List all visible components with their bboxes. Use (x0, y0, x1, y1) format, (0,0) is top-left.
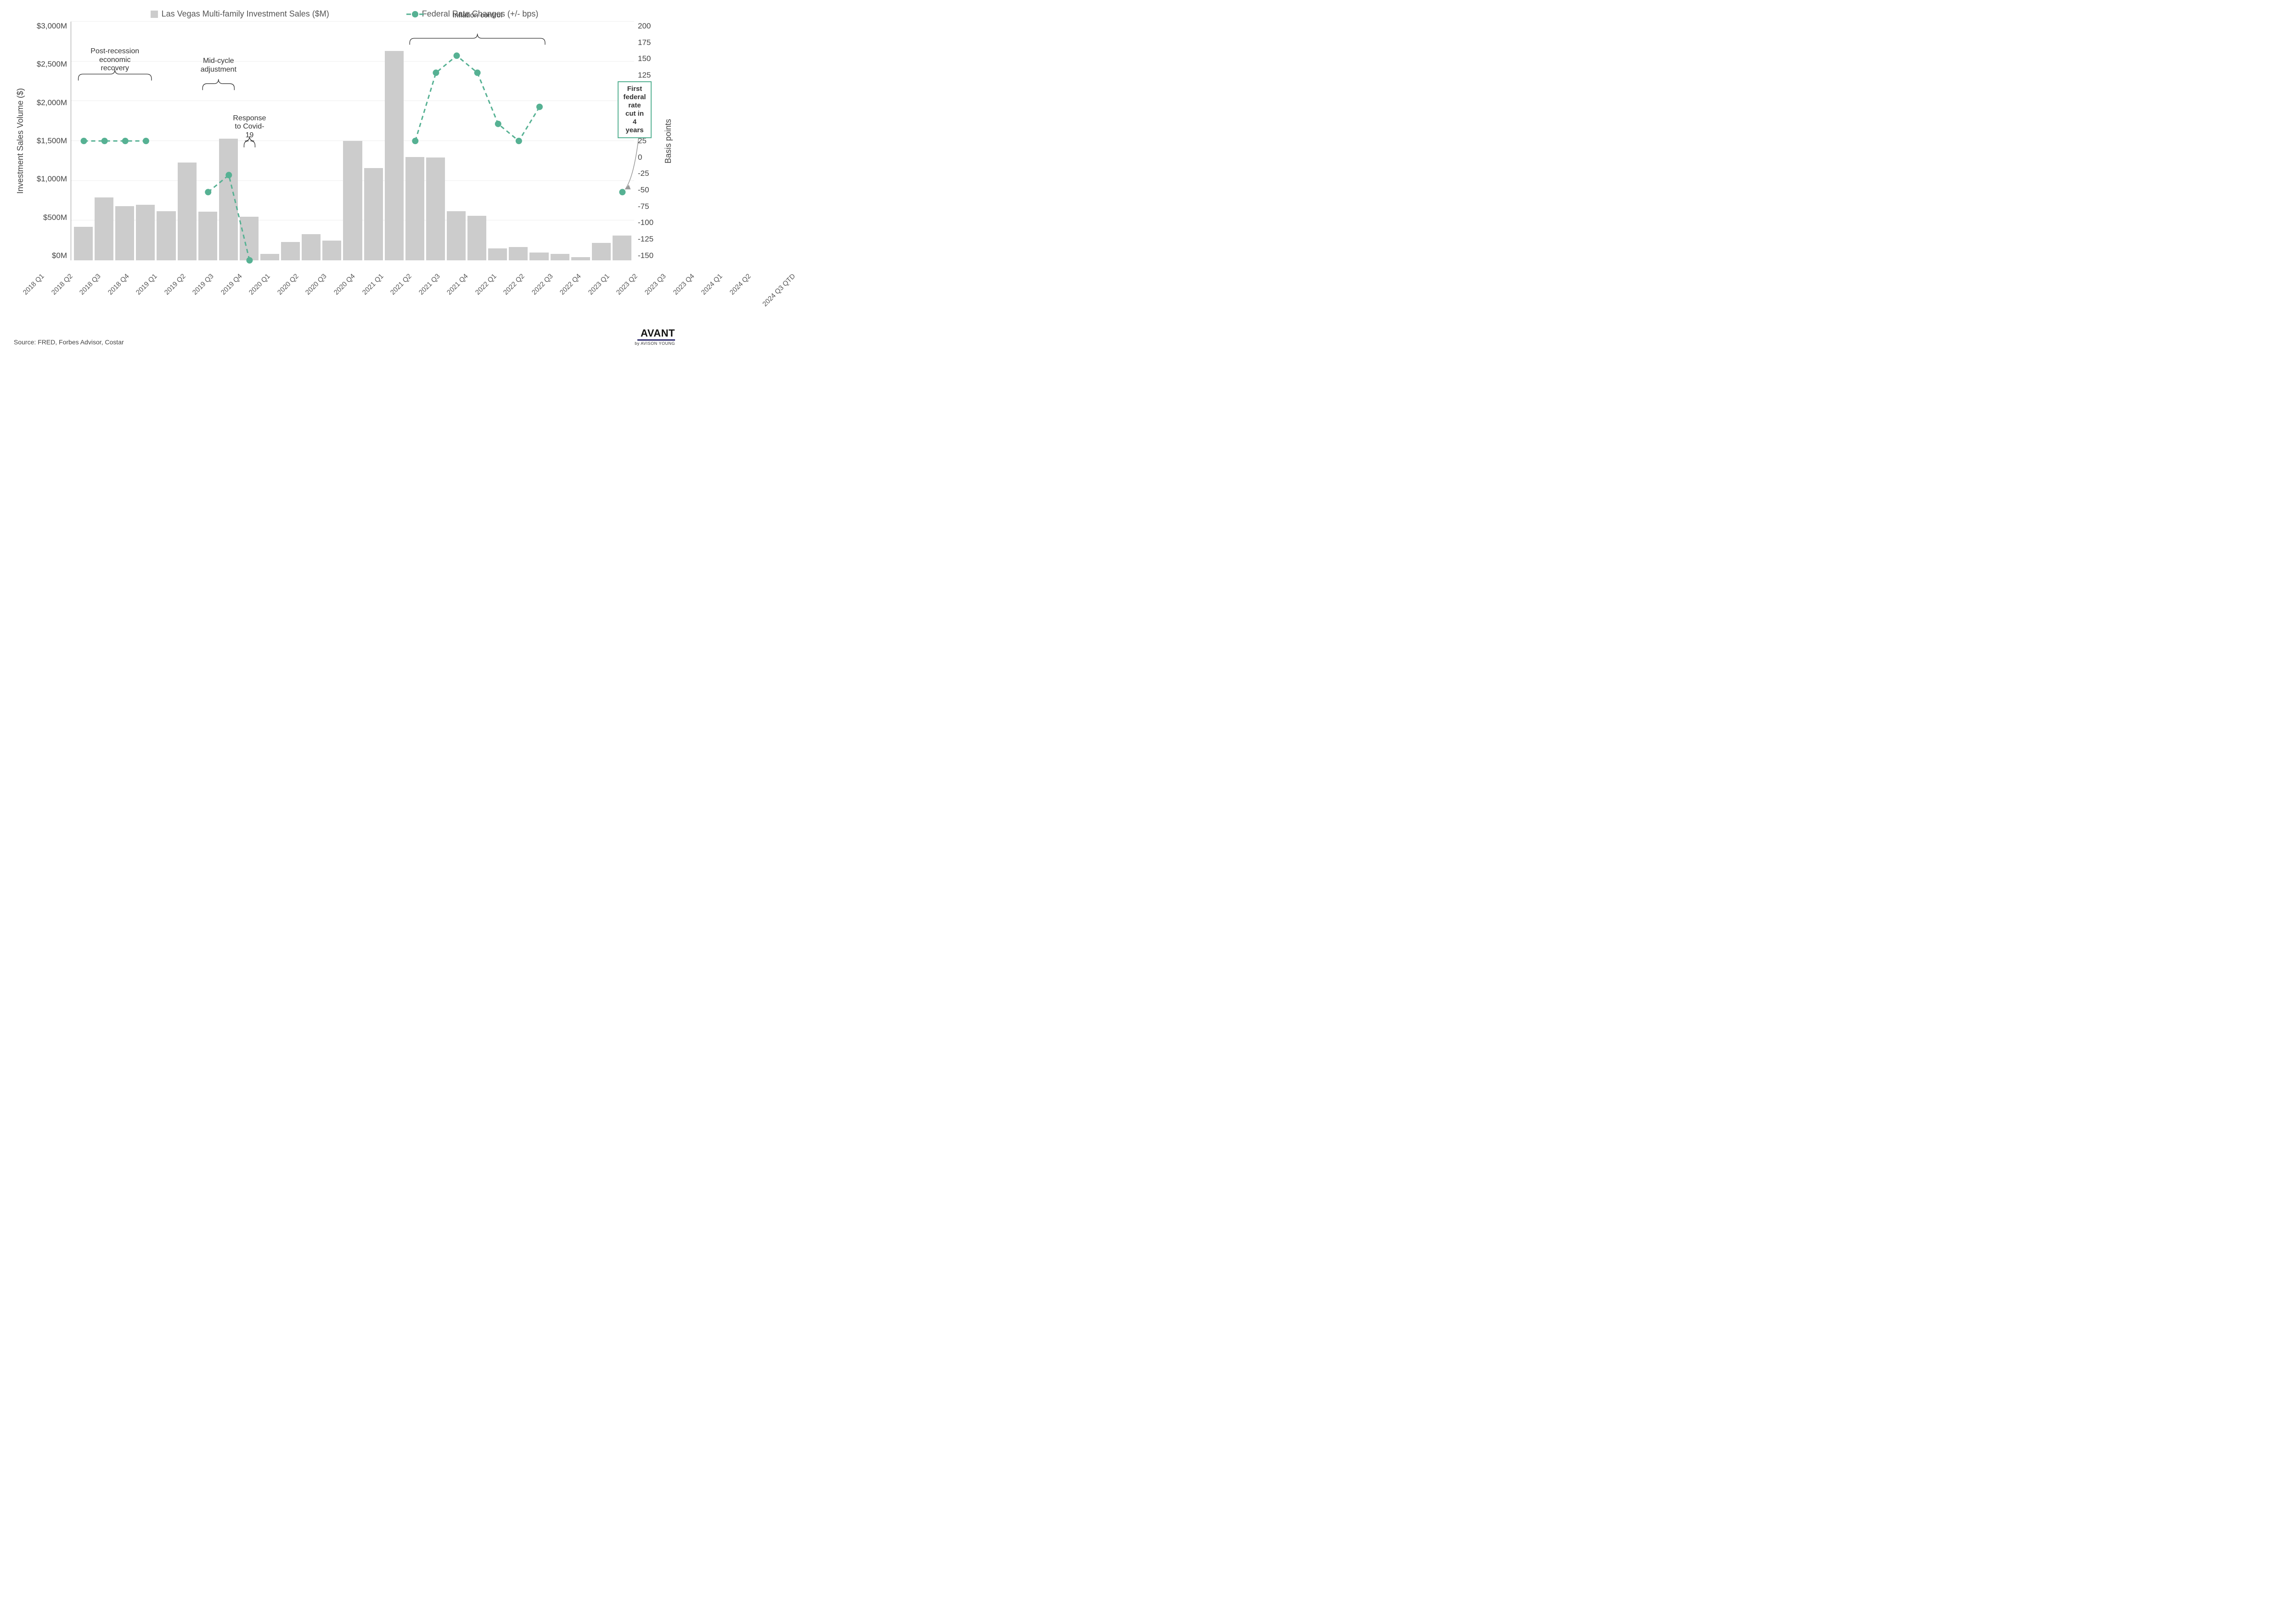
y-left-tick: $3,000M (31, 22, 67, 31)
bar (219, 139, 238, 260)
y-right-tick: -125 (638, 235, 658, 244)
bar (260, 254, 279, 260)
brand-logo: AVANT by AVISON YOUNG (635, 328, 675, 346)
y-right-label: Basis points (662, 22, 675, 260)
x-ticks: 2018 Q12018 Q22018 Q32018 Q42019 Q12019 … (14, 264, 797, 296)
y-left-tick: $2,500M (31, 60, 67, 69)
y-right-tick: 125 (638, 71, 658, 80)
bar (488, 248, 507, 260)
y-right-tick: -150 (638, 251, 658, 260)
y-left-tick: $1,500M (31, 136, 67, 146)
x-tick: 2024 Q2 (728, 272, 770, 314)
bar (136, 205, 155, 260)
bar (198, 212, 217, 260)
legend-bars-label: Las Vegas Multi-family Investment Sales … (162, 9, 329, 19)
callout-rate-cut: First federalrate cut in 4years (618, 81, 651, 138)
bar (343, 141, 362, 260)
bar (405, 157, 424, 260)
y-right-tick: -25 (638, 169, 658, 178)
plot: Post-recessioneconomicrecovery Mid-cycle… (71, 22, 634, 260)
chart: Las Vegas Multi-family Investment Sales … (14, 9, 675, 346)
source-text: Source: FRED, Forbes Advisor, Costar (14, 338, 124, 346)
plot-area: Investment Sales Volume ($) $3,000M $2,50… (14, 22, 675, 260)
annotation-midcycle: Mid-cycleadjustment (191, 57, 246, 74)
footer: Source: FRED, Forbes Advisor, Costar AVA… (14, 328, 675, 346)
bar (281, 242, 300, 260)
bar (322, 241, 341, 260)
bar (613, 236, 631, 260)
bar (467, 216, 486, 260)
y-left-label: Investment Sales Volume ($) (14, 22, 27, 260)
bar (302, 234, 321, 260)
legend: Las Vegas Multi-family Investment Sales … (14, 9, 675, 19)
bar (157, 211, 175, 260)
annotation-inflation: Inflation control (450, 11, 505, 20)
bar (385, 51, 404, 260)
bar (74, 227, 93, 260)
y-right-tick: 0 (638, 153, 658, 162)
bar (95, 197, 113, 260)
brand-top: AVANT (635, 328, 675, 338)
bar (529, 253, 548, 260)
y-right-tick: -100 (638, 218, 658, 227)
bar (178, 163, 197, 260)
brand-line (637, 339, 675, 341)
legend-bars: Las Vegas Multi-family Investment Sales … (151, 9, 329, 19)
brand-bottom: by AVISON YOUNG (635, 342, 675, 346)
bar (364, 168, 383, 260)
bar (115, 206, 134, 260)
y-left-tick: $0M (31, 251, 67, 260)
x-tick: 2024 Q3 QTD (761, 272, 815, 326)
legend-dot-swatch (412, 11, 418, 17)
y-right-ticks: 2001751501251007550250-25-50-75-100-125-… (634, 22, 662, 260)
y-right-tick: 200 (638, 22, 658, 31)
bar (426, 157, 445, 260)
y-left-tick: $1,000M (31, 174, 67, 184)
bar (592, 243, 611, 260)
bar (571, 257, 590, 260)
annotation-recovery: Post-recessioneconomicrecovery (87, 47, 142, 73)
bar (509, 247, 528, 260)
y-left-tick: $500M (31, 213, 67, 222)
annotation-covid: Responseto Covid-19 (222, 114, 277, 140)
y-right-tick: -50 (638, 185, 658, 195)
legend-bar-swatch (151, 11, 158, 18)
y-left-tick: $2,000M (31, 98, 67, 107)
y-right-tick: 150 (638, 54, 658, 63)
bars-group (71, 22, 634, 260)
bar (551, 254, 569, 260)
y-left-ticks: $3,000M $2,500M $2,000M $1,500M $1,000M $500M… (27, 22, 71, 260)
bar (240, 217, 259, 260)
y-right-tick: 175 (638, 38, 658, 47)
bar (447, 211, 466, 260)
y-right-tick: -75 (638, 202, 658, 211)
